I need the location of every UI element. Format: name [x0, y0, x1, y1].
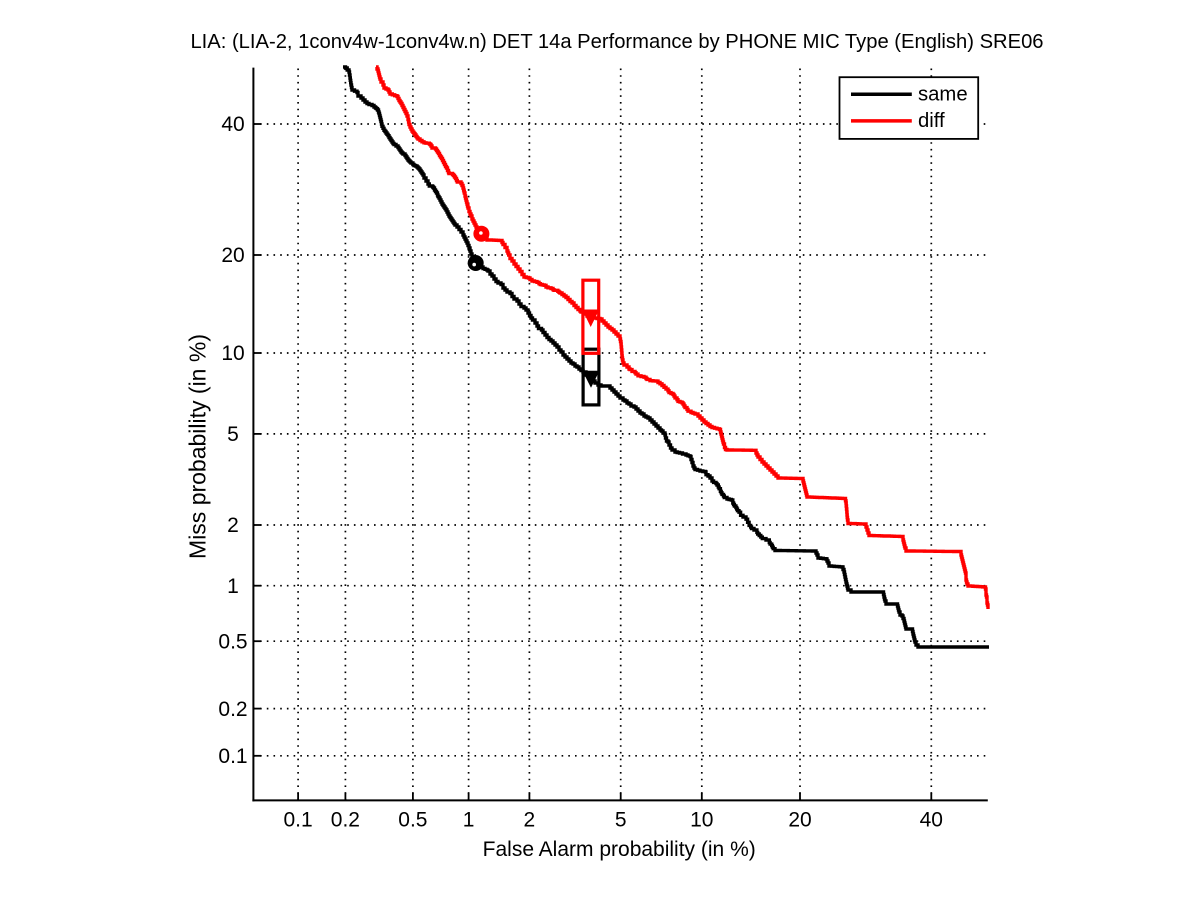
svg-text:0.1: 0.1 [283, 808, 312, 831]
svg-text:False Alarm probability (in %): False Alarm probability (in %) [483, 838, 756, 861]
svg-text:Miss probability (in %): Miss probability (in %) [184, 334, 210, 559]
svg-text:5: 5 [227, 423, 239, 446]
svg-text:1: 1 [227, 575, 239, 598]
svg-text:2: 2 [227, 514, 239, 537]
svg-text:0.1: 0.1 [218, 745, 247, 768]
svg-text:10: 10 [690, 808, 713, 831]
svg-text:0.5: 0.5 [218, 630, 247, 653]
svg-text:0.5: 0.5 [398, 808, 427, 831]
svg-text:diff: diff [918, 110, 945, 132]
svg-text:40: 40 [920, 808, 943, 831]
svg-text:20: 20 [788, 808, 811, 831]
svg-text:same: same [918, 84, 968, 106]
svg-text:10: 10 [221, 342, 244, 365]
svg-text:20: 20 [221, 244, 244, 267]
svg-text:5: 5 [615, 808, 627, 831]
svg-text:LIA: (LIA-2, 1conv4w-1conv4w.n: LIA: (LIA-2, 1conv4w-1conv4w.n) DET 14a … [190, 31, 1043, 53]
svg-text:1: 1 [463, 808, 475, 831]
svg-text:0.2: 0.2 [331, 808, 360, 831]
svg-text:40: 40 [221, 113, 244, 136]
svg-text:2: 2 [524, 808, 536, 831]
svg-text:0.2: 0.2 [218, 698, 247, 721]
